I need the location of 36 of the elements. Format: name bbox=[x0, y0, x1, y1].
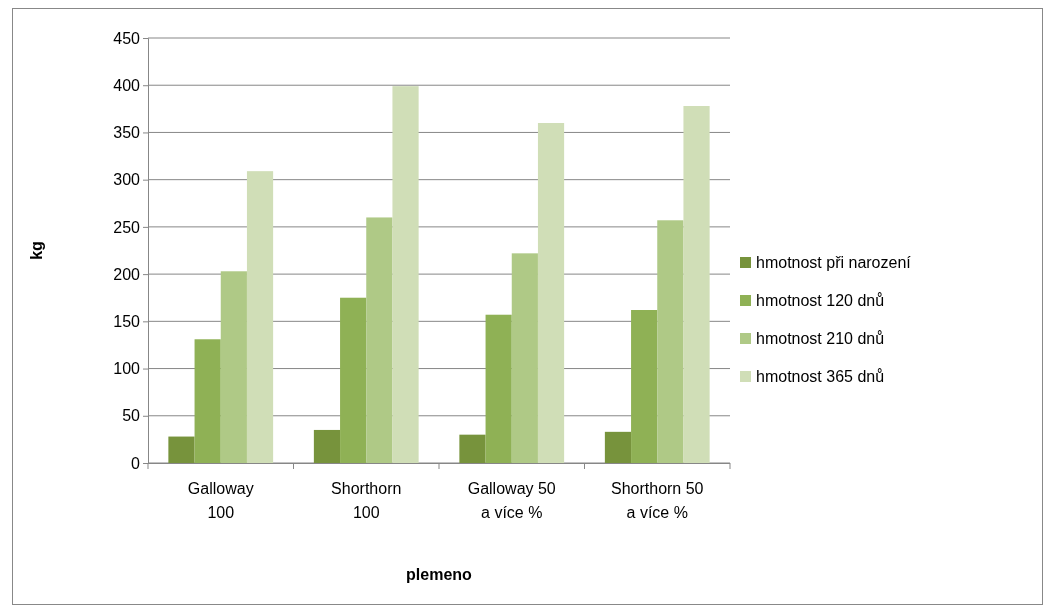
bar bbox=[459, 434, 486, 463]
y-tick-label: 100 bbox=[113, 360, 141, 378]
y-tick-label: 50 bbox=[122, 407, 141, 425]
bar bbox=[392, 86, 419, 463]
legend-label: hmotnost 365 dnů bbox=[756, 368, 885, 385]
x-axis-title: plemeno bbox=[406, 566, 473, 583]
bar bbox=[194, 339, 221, 463]
y-tick-label: 450 bbox=[113, 29, 141, 47]
x-tick-label: Shorthorn 50 a více % bbox=[610, 480, 704, 521]
x-tick-label: Galloway 100 bbox=[187, 480, 254, 521]
bar bbox=[313, 429, 341, 463]
bar bbox=[340, 297, 367, 463]
y-tick-label: 200 bbox=[113, 265, 141, 283]
x-tick-label: Galloway 50 a více % bbox=[467, 480, 556, 521]
y-tick-label: 300 bbox=[113, 171, 141, 189]
bar bbox=[246, 171, 274, 463]
bar bbox=[168, 436, 195, 463]
legend-label: hmotnost 120 dnů bbox=[756, 292, 885, 309]
bar bbox=[604, 431, 632, 463]
bar bbox=[366, 217, 393, 463]
legend-label: hmotnost 210 dnů bbox=[756, 330, 885, 347]
x-tick-label: Shorthorn 100 bbox=[331, 480, 402, 521]
bar bbox=[485, 314, 512, 463]
bar bbox=[683, 106, 710, 463]
bar bbox=[220, 271, 247, 463]
bar bbox=[511, 253, 538, 463]
y-axis-title: kg bbox=[28, 241, 45, 260]
y-tick-label: 150 bbox=[113, 312, 141, 330]
y-tick-label: 350 bbox=[113, 124, 141, 142]
y-tick-label: 400 bbox=[113, 76, 141, 94]
legend-label: hmotnost při narození bbox=[756, 254, 912, 271]
y-tick-label: 0 bbox=[131, 454, 141, 472]
y-tick-label: 250 bbox=[113, 218, 141, 236]
bar bbox=[657, 220, 684, 463]
bar bbox=[631, 310, 658, 463]
bar bbox=[537, 123, 565, 463]
